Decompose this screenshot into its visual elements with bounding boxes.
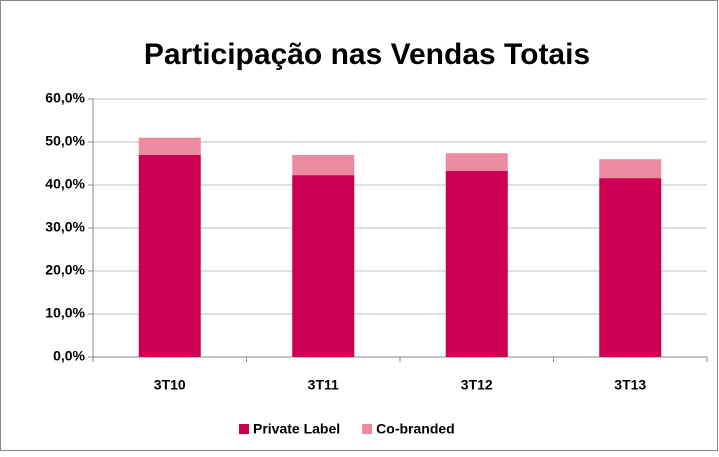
- bar-segment: [292, 175, 355, 357]
- bar-segment: [599, 159, 662, 179]
- y-tick-label: 20,0%: [45, 262, 85, 278]
- legend-swatch: [239, 424, 249, 434]
- bar-segment: [445, 170, 508, 357]
- y-tick-label: 50,0%: [45, 133, 85, 149]
- y-tick-label: 10,0%: [45, 305, 85, 321]
- legend-label: Co-branded: [376, 421, 455, 437]
- bar-segment: [138, 137, 201, 155]
- x-tick-label: 3T12: [461, 377, 493, 393]
- x-tick-label: 3T10: [154, 377, 186, 393]
- bar-segment: [138, 154, 201, 357]
- bar-segment: [292, 154, 355, 176]
- y-tick-label: 60,0%: [45, 90, 85, 106]
- y-tick-label: 40,0%: [45, 176, 85, 192]
- chart-title: Participação nas Vendas Totais: [144, 38, 590, 71]
- x-tick-label: 3T11: [308, 377, 339, 393]
- bar-segment: [445, 153, 508, 171]
- x-tick-label: 3T13: [614, 377, 646, 393]
- y-tick-label: 0,0%: [53, 348, 85, 364]
- y-tick-label: 30,0%: [45, 219, 85, 235]
- legend-swatch: [362, 424, 373, 434]
- bar-segment: [599, 178, 662, 357]
- legend-label: Private Label: [253, 421, 340, 437]
